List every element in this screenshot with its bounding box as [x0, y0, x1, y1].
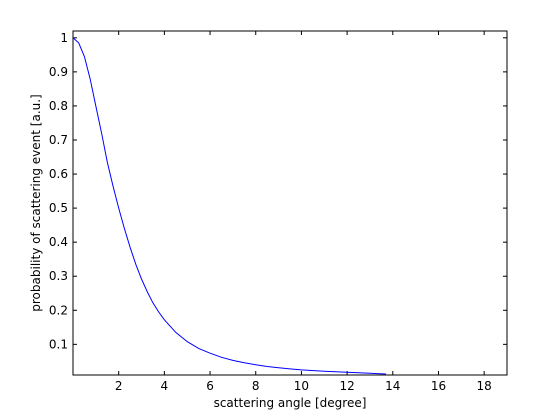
x-tick-label: 4 [161, 379, 169, 393]
plot-area [72, 30, 508, 376]
y-tick-label: 0.2 [49, 303, 68, 317]
x-tick-label: 12 [339, 379, 354, 393]
x-tick-label: 6 [206, 379, 214, 393]
y-axis-ticks: 0.1 0.2 0.3 0.4 0.5 0.6 0.7 0.8 0.9 1 [49, 31, 507, 351]
x-axis-label: scattering angle [degree] [214, 396, 367, 410]
x-tick-label: 18 [477, 379, 492, 393]
y-tick-label: 0.8 [49, 99, 68, 113]
series-line [72, 37, 386, 375]
x-tick-label: 8 [252, 379, 260, 393]
y-tick-label: 1 [60, 31, 68, 45]
x-tick-label: 2 [115, 379, 123, 393]
y-tick-label: 0.6 [49, 167, 68, 181]
x-tick-label: 14 [385, 379, 400, 393]
x-axis-ticks: 2 4 6 8 10 12 14 16 18 [115, 31, 492, 393]
y-axis-label: probability of scattering event [a.u.] [29, 94, 43, 311]
x-tick-label: 16 [431, 379, 446, 393]
series-layer [72, 37, 386, 375]
y-tick-label: 0.4 [49, 235, 68, 249]
x-tick-label: 10 [294, 379, 309, 393]
y-tick-label: 0.5 [49, 201, 68, 215]
y-tick-label: 0.1 [49, 337, 68, 351]
y-tick-label: 0.7 [49, 133, 68, 147]
y-tick-label: 0.9 [49, 65, 68, 79]
y-tick-label: 0.3 [49, 269, 68, 283]
